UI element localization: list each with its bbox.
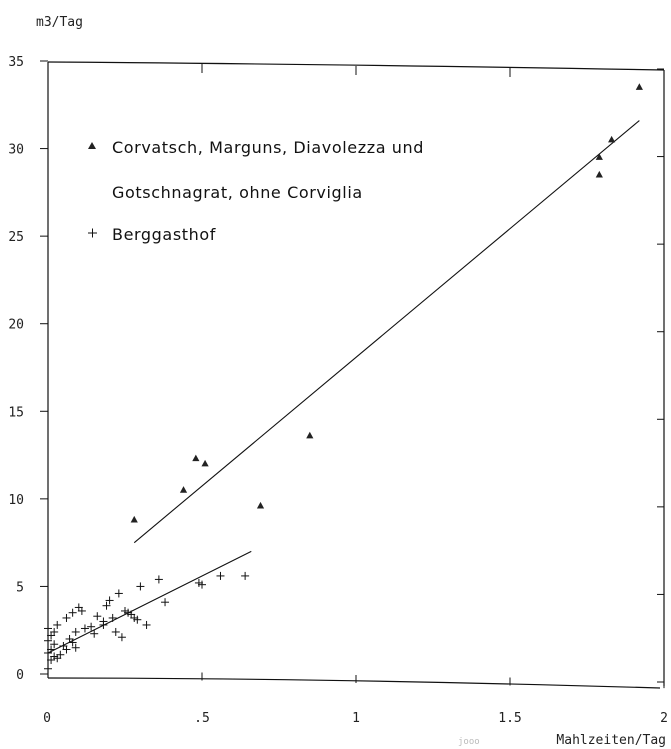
triangle-point [608,135,616,143]
fit-line-1 [133,120,640,544]
legend-entry-1-line-1: Corvatsch, Marguns, Diavolezza und [112,138,424,157]
plus-point [71,643,80,652]
corner-stamp: jooo [458,737,480,747]
plus-point [90,629,99,638]
plus-point [44,636,52,645]
plus-point [68,638,77,647]
y-tick-label: 5 [16,580,24,595]
plus-point [44,664,52,673]
plus-point [133,615,142,624]
x-tick-label: 2 [660,711,668,726]
y-tick-label: 15 [8,405,24,420]
plus-point [50,627,59,636]
triangle-point [595,170,603,178]
plus-point [50,640,59,649]
triangle-point [179,486,188,493]
plus-point [241,571,250,580]
triangle-point [256,501,265,509]
plus-point [198,580,206,589]
plus-point [71,627,80,636]
plus-point [102,601,111,610]
y-tick-label: 30 [8,143,24,158]
plus-point [62,613,71,622]
plus-point [105,596,114,605]
plus-point [80,624,89,633]
top-frame-line [47,61,665,71]
legend-triangle-marker [88,142,96,149]
data-points [44,83,643,673]
fit-lines [47,120,640,654]
x-tick-label: 0 [43,711,51,726]
triangle-point [192,454,200,462]
tick-labels: 0 5 10 15 20 25 30 35 0 .5 1 1.5 2 [8,55,668,726]
ticks [40,60,665,689]
triangle-point [201,459,209,467]
plus-point [53,620,62,629]
plus-point [161,598,170,607]
triangle-point [130,515,138,523]
legend-entry-1-line-2: Gotschnagrat, ohne Corviglia [112,183,363,202]
plus-point [56,650,65,659]
y-tick-label: 35 [8,55,24,70]
plus-point [47,645,56,654]
legend-plus-marker [88,228,97,238]
axes [47,61,665,689]
plus-point [142,620,151,629]
x-axis-title: Mahlzeiten/Tag [556,733,666,748]
legend-entry-2: Berggasthof [112,225,216,244]
y-axis-title: m3/Tag [36,15,83,30]
y-tick-label: 20 [8,318,24,333]
plus-point [62,645,71,654]
plus-point [108,613,117,622]
x-tick-label: .5 [194,711,210,726]
triangle-point [306,431,314,439]
plus-point [114,589,123,598]
plus-point [93,612,102,621]
plus-point [68,608,77,617]
y-tick-label: 10 [8,493,24,508]
plus-point [117,633,126,642]
plus-point [136,582,145,591]
plus-point [216,571,225,580]
legend: Corvatsch, Marguns, Diavolezza und Gotsc… [88,138,424,244]
plus-point [87,622,96,631]
plus-point [111,627,120,636]
plus-point [44,624,52,633]
plus-point [154,575,163,584]
triangle-point [595,153,603,160]
y-tick-label: 0 [16,668,24,683]
triangle-point [635,83,643,90]
y-tick-label: 25 [8,230,24,245]
fit-line-2 [47,550,252,654]
plus-point [77,606,86,615]
plus-point [99,620,108,629]
x-tick-label: 1 [352,711,360,726]
x-tick-label: 1.5 [498,711,521,726]
x-axis-line [47,677,661,689]
